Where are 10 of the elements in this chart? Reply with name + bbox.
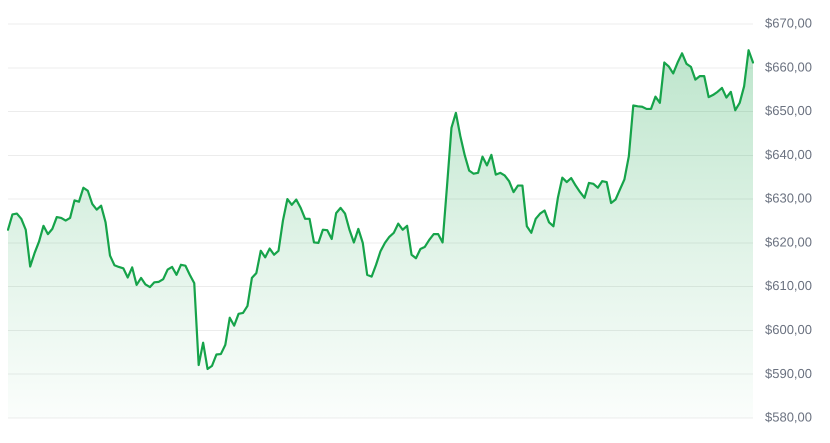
y-tick-label: $620,00 (765, 234, 812, 250)
y-tick-label: $590,00 (765, 366, 812, 381)
y-tick-label: $630,00 (765, 190, 812, 206)
y-tick-label: $610,00 (765, 278, 812, 294)
y-tick-label: $660,00 (765, 59, 812, 74)
y-tick-label: $580,00 (765, 410, 812, 425)
y-tick-label: $670,00 (765, 16, 812, 31)
y-tick-label: $640,00 (765, 146, 812, 162)
y-tick-label: $600,00 (765, 322, 812, 338)
y-tick-label: $650,00 (765, 103, 812, 118)
